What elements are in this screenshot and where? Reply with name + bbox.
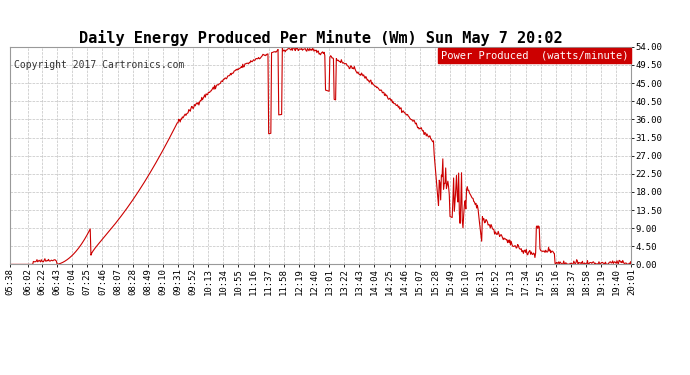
- Title: Daily Energy Produced Per Minute (Wm) Sun May 7 20:02: Daily Energy Produced Per Minute (Wm) Su…: [79, 30, 562, 46]
- Text: Copyright 2017 Cartronics.com: Copyright 2017 Cartronics.com: [14, 60, 184, 69]
- Text: Power Produced  (watts/minute): Power Produced (watts/minute): [441, 50, 628, 60]
